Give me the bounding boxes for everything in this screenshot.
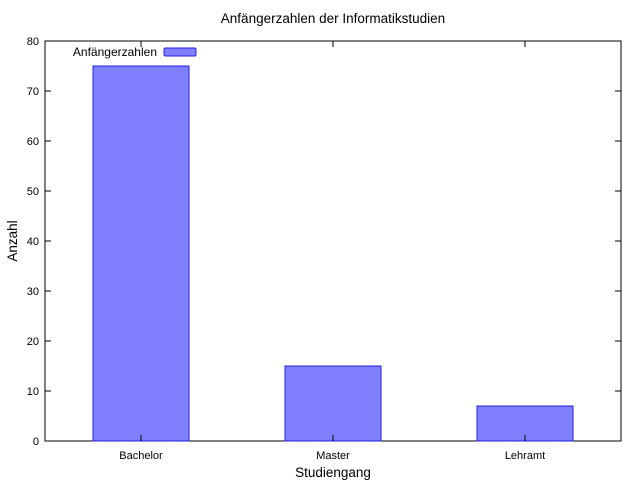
x-tick-label: Lehramt bbox=[505, 450, 545, 462]
legend: Anfängerzahlen bbox=[73, 45, 197, 59]
y-tick-label: 60 bbox=[27, 136, 39, 148]
y-axis-label-group: Anzahl bbox=[5, 220, 20, 261]
y-tick-label: 0 bbox=[33, 436, 39, 448]
x-tick-labels: Bachelor Master Lehramt bbox=[119, 41, 545, 462]
chart-title: Anfängerzahlen der Informatikstudien bbox=[221, 11, 445, 26]
y-tick-label: 10 bbox=[27, 386, 39, 398]
legend-label: Anfängerzahlen bbox=[73, 45, 157, 59]
y-tick-label: 50 bbox=[27, 186, 39, 198]
y-tick-label: 40 bbox=[27, 236, 39, 248]
y-tick-label: 20 bbox=[27, 336, 39, 348]
y-tick-label: 80 bbox=[27, 36, 39, 48]
y-axis-label: Anzahl bbox=[5, 220, 20, 261]
x-tick-label: Bachelor bbox=[119, 450, 163, 462]
legend-swatch bbox=[163, 47, 197, 57]
bar-bachelor bbox=[92, 65, 190, 442]
plot-area: 0 10 20 30 40 50 60 70 80 Bachelor Master Lehramt bbox=[27, 36, 622, 462]
y-tick-label: 30 bbox=[27, 286, 39, 298]
y-tick-label: 70 bbox=[27, 86, 39, 98]
x-axis-label: Studiengang bbox=[295, 465, 371, 480]
y-ticks: 0 10 20 30 40 50 60 70 80 bbox=[27, 36, 621, 448]
x-tick-label: Master bbox=[316, 450, 350, 462]
bar-master bbox=[284, 365, 382, 442]
bars bbox=[92, 65, 574, 442]
